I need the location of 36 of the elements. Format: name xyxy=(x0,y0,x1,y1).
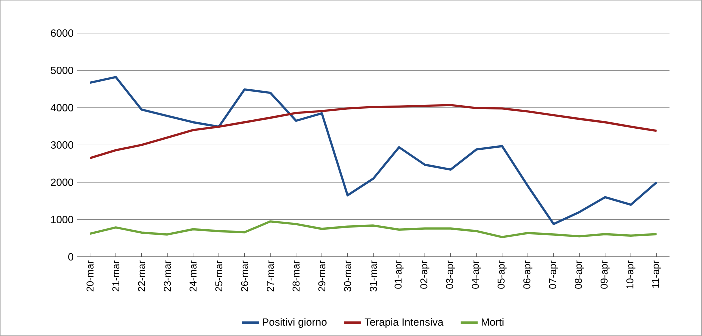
line-series xyxy=(89,76,658,226)
x-tick-label: 29-mar xyxy=(318,260,326,292)
x-tick-label: 09-apr xyxy=(600,260,610,289)
x-tick-label: 28-mar xyxy=(292,260,300,292)
legend-label: Morti xyxy=(482,318,504,326)
y-tick-label: 0 xyxy=(68,253,74,261)
x-tick-label: 06-apr xyxy=(524,260,533,289)
y-tick-label: 3000 xyxy=(51,141,74,149)
x-tick-label: 21-mar xyxy=(112,260,120,292)
x-tick-label: 07-apr xyxy=(549,260,558,289)
legend-label: Positivi giorno xyxy=(263,318,327,328)
y-tick-label: 1000 xyxy=(51,216,74,224)
x-tick-label: 20-mar xyxy=(86,260,94,292)
x-tick-label: 08-apr xyxy=(575,260,584,289)
x-tick-label: 26-mar xyxy=(241,260,248,292)
x-tick-label: 01-apr xyxy=(394,260,404,289)
x-tick-label: 11-apr xyxy=(652,260,662,288)
x-tick-label: 02-apr xyxy=(420,260,430,289)
x-tick-label: 31-mar xyxy=(370,260,378,292)
line-series xyxy=(89,220,658,238)
y-tick-label: 6000 xyxy=(51,29,74,37)
line-series xyxy=(89,104,658,160)
x-tick-label: 27-mar xyxy=(267,260,274,292)
x-tick-label: 23-mar xyxy=(164,260,172,292)
x-tick-label: 30-mar xyxy=(344,260,352,292)
x-tick-label: 03-apr xyxy=(446,260,456,289)
x-tick-label: 22-mar xyxy=(138,260,146,292)
y-tick-label: 4000 xyxy=(50,104,74,112)
y-tick-label: 5000 xyxy=(51,66,74,74)
legend-label: Terapia Intensiva xyxy=(364,318,444,328)
x-tick-label: 25-mar xyxy=(216,260,223,292)
x-tick-label: 04-apr xyxy=(472,260,482,289)
x-tick-label: 10-apr xyxy=(626,260,636,288)
x-tick-label: 05-apr xyxy=(498,260,507,289)
y-tick-label: 2000 xyxy=(51,178,74,186)
x-tick-label: 24-mar xyxy=(190,260,197,292)
